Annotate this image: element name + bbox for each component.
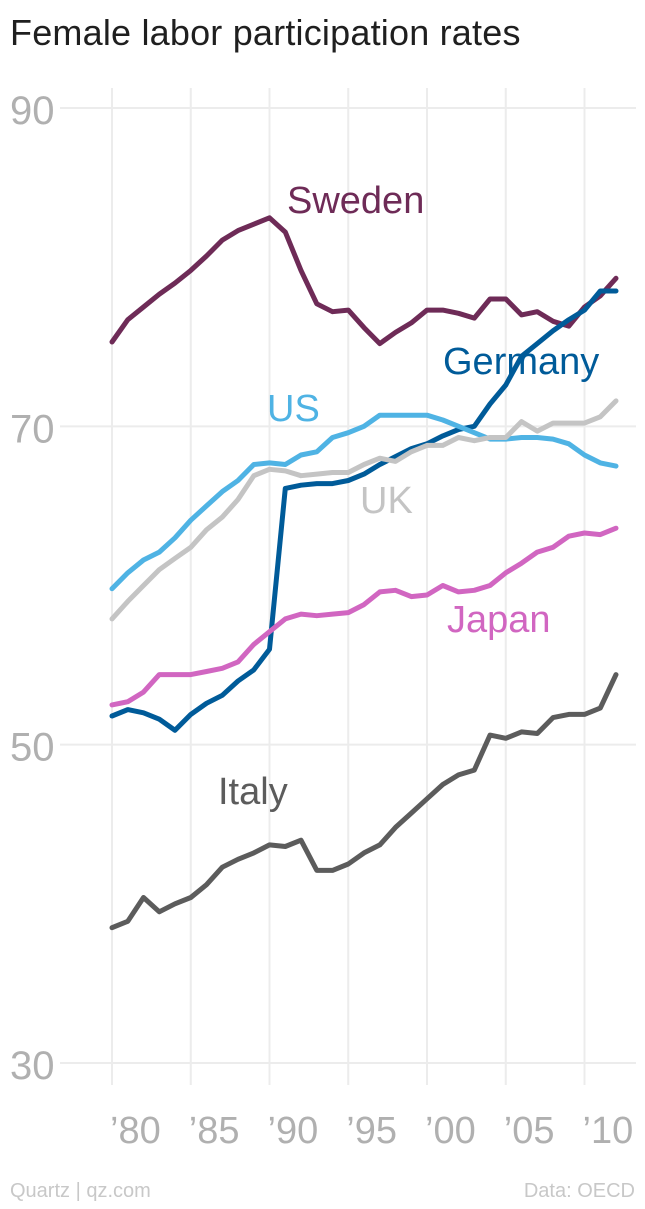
series-label-uk: UK bbox=[360, 480, 413, 522]
series-label-japan: Japan bbox=[447, 599, 551, 641]
y-tick-label: 50 bbox=[10, 726, 55, 770]
series-line-japan bbox=[109, 525, 619, 708]
x-tick-label: ’05 bbox=[504, 1110, 555, 1152]
x-tick-label: ’90 bbox=[268, 1110, 319, 1152]
chart-title: Female labor participation rates bbox=[10, 12, 521, 53]
footer-source: Data: OECD bbox=[523, 1180, 635, 1202]
series-line-italy bbox=[109, 672, 619, 931]
series-line-uk bbox=[109, 398, 619, 622]
series-labels: Sweden Germany US UK Japan Italy bbox=[218, 180, 599, 813]
series-label-sweden: Sweden bbox=[287, 180, 424, 222]
y-tick-label: 70 bbox=[10, 407, 55, 451]
x-tick-label: ’95 bbox=[346, 1110, 397, 1152]
series-label-us: US bbox=[267, 388, 320, 430]
x-tick-label: ’00 bbox=[425, 1110, 476, 1152]
y-tick-label: 90 bbox=[10, 89, 55, 133]
x-tick-label: ’80 bbox=[110, 1110, 161, 1152]
series-lines bbox=[109, 215, 619, 931]
series-line-us bbox=[109, 412, 619, 592]
series-label-italy: Italy bbox=[218, 771, 288, 813]
grid: 30 50 70 90 ’80 ’85 ’90 ’95 ’00 ’05 ’10 bbox=[10, 88, 636, 1152]
x-tick-label: ’10 bbox=[583, 1110, 634, 1152]
series-label-germany: Germany bbox=[443, 341, 599, 383]
series-line-germany bbox=[109, 288, 619, 733]
series-line-sweden bbox=[109, 215, 619, 347]
y-tick-label: 30 bbox=[10, 1044, 55, 1088]
x-tick-label: ’85 bbox=[189, 1110, 240, 1152]
footer-credit: Quartz | qz.com bbox=[10, 1180, 151, 1202]
